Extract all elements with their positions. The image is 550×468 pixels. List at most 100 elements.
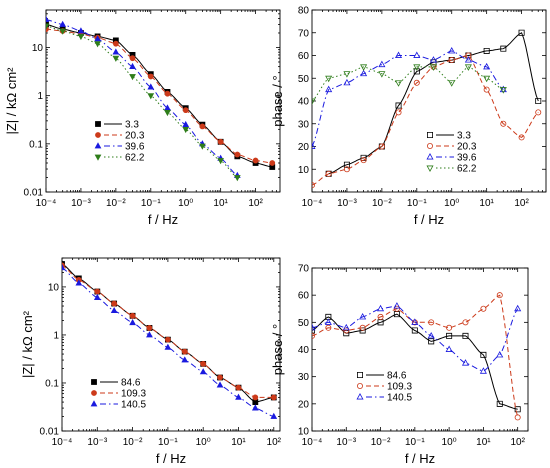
- data-point: [483, 86, 490, 93]
- x-tick-label: 10¹: [479, 198, 494, 209]
- y-tick-label: 10: [298, 427, 310, 438]
- x-tick-label: 10¹: [213, 198, 228, 209]
- data-point: [360, 157, 367, 164]
- legend-marker: [94, 154, 102, 161]
- data-point: [77, 27, 85, 34]
- data-point: [164, 109, 171, 117]
- data-point: [59, 28, 67, 35]
- series-line-109.3: [312, 294, 519, 418]
- data-point: [251, 404, 259, 411]
- data-point: [445, 345, 453, 352]
- data-point: [235, 384, 242, 391]
- y-axis-label: phase / °: [270, 324, 285, 375]
- legend-label: 109.3: [121, 389, 146, 400]
- data-point: [181, 348, 188, 355]
- legend-marker: [356, 393, 364, 400]
- legend-marker: [356, 382, 363, 389]
- data-point: [343, 71, 351, 78]
- data-point: [343, 330, 350, 337]
- x-tick-label: 10⁻³: [336, 437, 356, 448]
- data-point: [129, 318, 136, 326]
- data-point: [164, 343, 172, 350]
- data-point: [462, 332, 469, 339]
- legend-marker: [90, 400, 98, 407]
- x-axis-label: f / Hz: [405, 451, 435, 466]
- data-point: [359, 312, 367, 320]
- x-tick-label: 10⁰: [442, 437, 457, 448]
- data-point: [378, 143, 385, 150]
- x-tick-label: 10⁻¹: [407, 198, 427, 209]
- plot-frame: [61, 257, 281, 432]
- y-axis-label: |Z| / kΩ cm²: [4, 67, 19, 135]
- x-tick-label: 10⁻⁴: [302, 198, 323, 209]
- data-point: [496, 350, 504, 358]
- plot-frame: [45, 9, 281, 193]
- data-point: [480, 305, 487, 312]
- data-point: [129, 62, 136, 70]
- x-tick-label: 10²: [248, 198, 263, 209]
- data-point: [325, 85, 333, 93]
- data-point: [413, 79, 420, 86]
- data-point: [75, 279, 83, 286]
- data-point: [429, 64, 437, 71]
- series-line-62.2: [46, 25, 238, 178]
- data-point: [448, 46, 456, 54]
- y-tick-label: 10: [48, 282, 60, 293]
- data-point: [535, 109, 542, 116]
- data-point: [325, 170, 332, 177]
- x-axis-label: f / Hz: [414, 212, 444, 227]
- y-tick-label: 60: [298, 291, 310, 302]
- data-point: [514, 414, 521, 421]
- y-tick-label: 30: [298, 119, 310, 130]
- data-point: [500, 45, 507, 52]
- y-tick-label: 1: [53, 330, 59, 341]
- series-line-84.6: [312, 313, 518, 410]
- plot-frame: [311, 267, 529, 432]
- y-tick-label: 40: [298, 97, 310, 108]
- data-point: [312, 332, 315, 339]
- data-point: [448, 57, 455, 64]
- data-point: [146, 331, 153, 338]
- data-point: [411, 327, 418, 334]
- impedance-modulus-plot-bottom: 10⁻⁴ 10⁻³ 10⁻² 10⁻¹ 10⁰ 10¹ 10² 0.01 0.1 1 10 f / H…: [20, 257, 282, 466]
- data-point: [325, 324, 332, 331]
- data-point: [252, 157, 259, 164]
- x-tick-label: 10⁻³: [71, 198, 91, 209]
- data-point: [394, 80, 403, 87]
- data-point: [483, 62, 491, 70]
- y-tick-label: 80: [298, 6, 310, 17]
- y-tick-label: 30: [298, 372, 310, 383]
- data-point: [429, 56, 437, 63]
- legend-marker: [95, 132, 101, 138]
- x-tick-label: 10⁻²: [123, 437, 143, 448]
- data-point: [464, 64, 472, 71]
- plot-area: [312, 292, 522, 421]
- data-point: [427, 331, 435, 339]
- data-point: [199, 123, 206, 130]
- legend-label: 62.2: [125, 153, 145, 164]
- data-point: [428, 338, 435, 345]
- data-point: [146, 325, 153, 331]
- data-point: [496, 292, 503, 299]
- y-axis-label: phase / °: [270, 75, 285, 126]
- x-tick-label: 10⁻³: [337, 198, 357, 209]
- data-point: [111, 300, 118, 307]
- data-point: [378, 60, 386, 68]
- data-point: [181, 356, 189, 363]
- data-point: [395, 109, 402, 116]
- plot-area: [312, 29, 542, 189]
- series-line-140.5: [312, 305, 519, 372]
- data-point: [325, 75, 333, 83]
- y-tick-label: 0.1: [45, 378, 59, 389]
- legend-label: 140.5: [121, 400, 146, 411]
- x-tick-label: 10⁰: [178, 198, 193, 209]
- x-axis-label: f / Hz: [148, 212, 178, 227]
- y-tick-label: 40: [298, 345, 310, 356]
- data-point: [147, 73, 154, 80]
- data-point: [377, 313, 384, 320]
- legend: 3.320.339.662.2: [94, 120, 145, 164]
- legend-label: 84.6: [387, 371, 407, 382]
- data-point: [270, 412, 278, 419]
- data-point: [324, 318, 332, 325]
